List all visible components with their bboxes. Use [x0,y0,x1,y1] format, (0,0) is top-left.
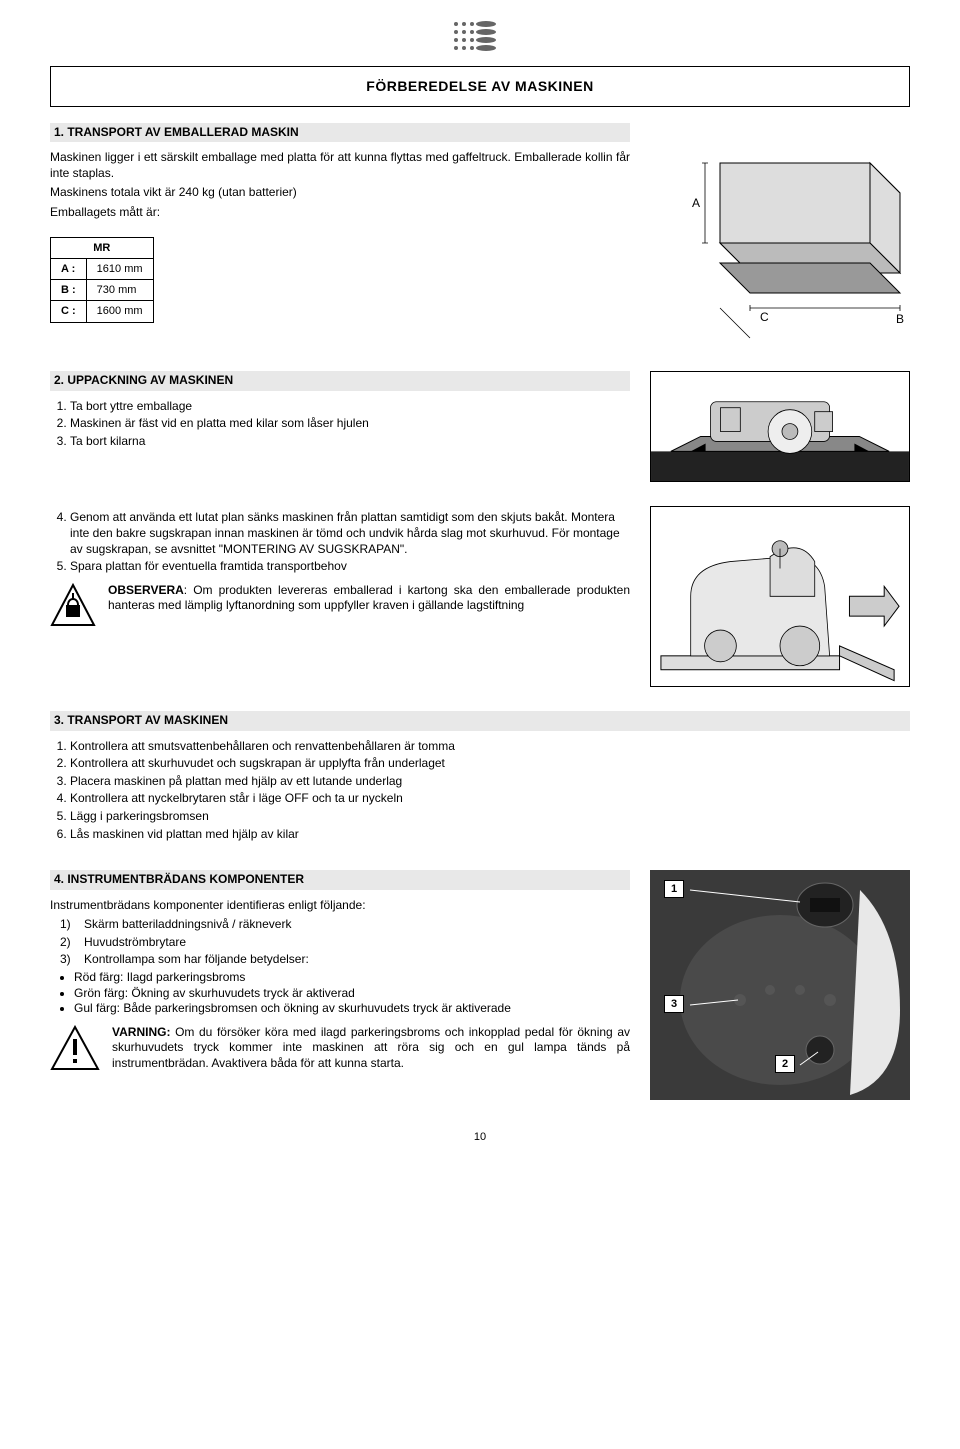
page-title: FÖRBEREDELSE AV MASKINEN [366,78,593,94]
section2-heading: 2. UPPACKNING AV MASKINEN [50,371,630,391]
section3-list: Kontrollera att smutsvattenbehållaren oc… [50,739,910,843]
callout-1: 1 [664,880,684,898]
dimensions-table: MR A :1610 mm B :730 mm C :1600 mm [50,237,154,323]
section4-list: 1) Skärm batteriladdningsnivå / räknever… [50,917,630,968]
warning-triangle-icon [50,1025,100,1071]
callout-2: 2 [775,1055,795,1073]
section4-bullets: Röd färg: Ilagd parkeringsbroms Grön fär… [74,970,630,1017]
section1-para2: Maskinens totala vikt är 240 kg (utan ba… [50,185,630,201]
section2-list-b: Genom att använda ett lutat plan sänks m… [50,510,630,574]
page-number: 10 [50,1130,910,1144]
warning-text: VARNING: Om du försöker köra med ilagd p… [112,1025,630,1072]
section3-heading: 3. TRANSPORT AV MASKINEN [50,711,910,731]
section4-intro: Instrumentbrädans komponenter identifier… [50,898,630,914]
callout-3: 3 [664,995,684,1013]
instrument-panel-photo: 1 3 2 [650,870,910,1100]
page-title-box: FÖRBEREDELSE AV MASKINEN [50,66,910,107]
observe-text: OBSERVERA: Om produkten levereras emball… [108,583,630,629]
svg-text:A: A [692,196,700,210]
packaging-box-diagram: A C B [650,123,910,343]
svg-text:B: B [896,312,904,326]
section1-para1: Maskinen ligger i ett särskilt emballage… [50,150,630,181]
svg-text:C: C [760,310,769,324]
section2-list-a: Ta bort yttre emballage Maskinen är fäst… [50,399,630,450]
section1-heading: 1. TRANSPORT AV EMBALLERAD MASKIN [50,123,630,143]
lifting-warning-icon [50,583,96,629]
dim-table-header: MR [51,237,154,258]
unpacking-figure-1 [650,371,910,482]
section1-para3: Emballagets mått är: [50,205,630,221]
unpacking-figure-2 [650,506,910,687]
brand-logo [50,20,910,58]
section4-heading: 4. INSTRUMENTBRÄDANS KOMPONENTER [50,870,630,890]
